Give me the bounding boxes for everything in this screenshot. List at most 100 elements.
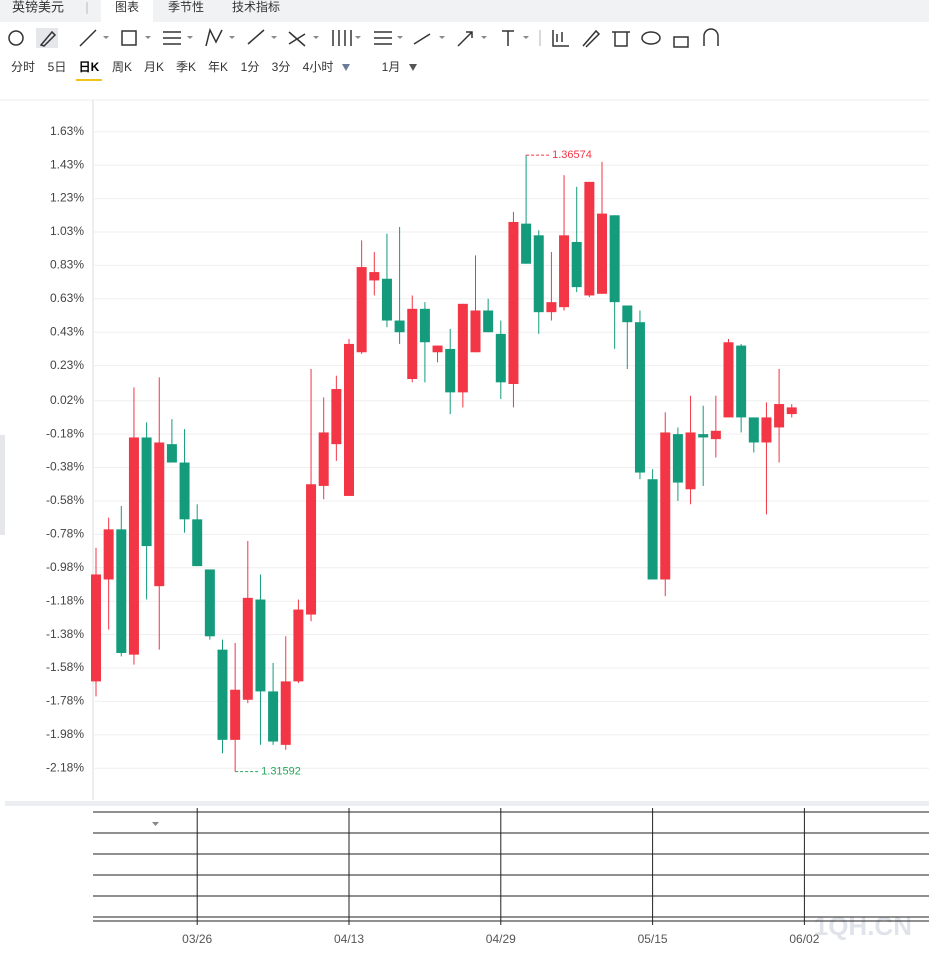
candle-body <box>407 308 418 379</box>
tool-icon[interactable] <box>205 27 223 47</box>
period-button[interactable]: 5日 <box>48 60 67 74</box>
candle-body <box>419 308 430 343</box>
candle-body <box>103 529 114 580</box>
dropdown-arrows <box>103 36 529 39</box>
tab[interactable]: 图表 <box>115 0 139 14</box>
candle-body <box>457 303 468 393</box>
annotation: 1.36574 <box>552 149 592 161</box>
period-button[interactable]: 3分 <box>272 60 291 74</box>
candle-body <box>128 437 139 655</box>
tool-icon[interactable] <box>8 30 24 46</box>
y-tick-label: 0.43% <box>50 324 84 338</box>
tool-icon[interactable] <box>247 29 265 45</box>
tool-icon[interactable] <box>673 36 689 48</box>
y-tick-label: 0.23% <box>50 358 84 372</box>
x-tick-label: 04/13 <box>334 932 364 946</box>
candle-body <box>647 479 658 580</box>
y-tick-label: -1.98% <box>46 727 84 741</box>
candle-body <box>672 434 683 483</box>
tool-icon[interactable] <box>641 31 661 45</box>
active-underline <box>76 79 102 81</box>
tool-icon[interactable] <box>332 30 352 46</box>
period-button[interactable]: 月K <box>144 60 164 74</box>
tool-icon[interactable] <box>79 29 97 47</box>
candle-body <box>597 213 607 294</box>
y-tick-label: 1.03% <box>50 224 84 238</box>
tool-icon[interactable] <box>582 29 601 48</box>
dropdown-arrow <box>342 64 350 71</box>
y-tick-label: -1.18% <box>46 593 84 607</box>
candle-body <box>356 267 367 353</box>
panel-divider <box>5 801 929 806</box>
period-button[interactable]: 周K <box>112 60 132 74</box>
candle-body <box>609 215 620 303</box>
candle-body <box>660 432 671 580</box>
period-button[interactable]: 1分 <box>241 60 260 74</box>
watermark: 1QH.CN <box>814 911 912 941</box>
tool-icon[interactable] <box>374 31 392 45</box>
candle-body <box>369 272 380 281</box>
candle-body <box>432 345 443 353</box>
range-button[interactable]: 1月 <box>382 60 401 74</box>
candle-body <box>584 181 595 296</box>
x-tick-label: 04/29 <box>486 932 516 946</box>
candle-body <box>394 320 405 333</box>
candle-body <box>546 302 557 313</box>
y-tick-label: -0.58% <box>46 493 84 507</box>
side-handle[interactable] <box>0 435 5 535</box>
tool-icon[interactable] <box>502 30 514 46</box>
y-tick-label: -1.78% <box>46 694 84 708</box>
candle-body <box>470 310 481 353</box>
candle-body <box>344 343 354 496</box>
y-tick-label: -0.18% <box>46 426 84 440</box>
period-button[interactable]: 季K <box>176 60 196 74</box>
candle-body <box>710 430 721 440</box>
y-tick-label: -1.58% <box>46 660 84 674</box>
y-tick-label: -2.18% <box>46 760 84 774</box>
candle-body <box>293 609 304 682</box>
tool-icon[interactable] <box>457 31 473 47</box>
y-tick-label: 1.23% <box>50 191 84 205</box>
candle-body <box>634 322 645 473</box>
period-button[interactable]: 4小时 <box>303 60 334 74</box>
y-tick-label: -0.78% <box>46 527 84 541</box>
candle-body <box>761 417 772 443</box>
panel-arrow <box>152 822 159 826</box>
tool-icon[interactable] <box>703 28 719 46</box>
candle-body <box>255 599 266 692</box>
y-tick-label: 1.63% <box>50 124 84 138</box>
candle-body <box>268 691 279 742</box>
candle-body <box>306 484 317 615</box>
period-button[interactable]: 日K <box>79 60 100 74</box>
tool-icon[interactable] <box>163 31 181 45</box>
tool-icon[interactable] <box>121 30 137 46</box>
period-bar: 分时 5日 日K 周K 月K 季K 年K 1分 3分 4小时 1月 <box>11 60 417 81</box>
candle-body <box>533 235 544 313</box>
y-tick-label: 0.63% <box>50 291 84 305</box>
tool-icon[interactable] <box>39 30 57 47</box>
y-tick-label: 0.83% <box>50 258 84 272</box>
tool-icon[interactable] <box>413 33 431 45</box>
candle-body <box>318 432 329 486</box>
candle-body <box>508 221 519 385</box>
candle-body <box>91 574 101 682</box>
period-button[interactable]: 年K <box>208 60 228 74</box>
tool-icon[interactable] <box>288 31 306 47</box>
annotation: 1.31592 <box>261 766 301 778</box>
candle-body <box>331 389 342 445</box>
candle-body <box>381 278 392 321</box>
candle-body <box>521 223 532 264</box>
candle-body <box>192 519 203 567</box>
candle-body <box>622 305 633 323</box>
tab[interactable]: 季节性 <box>168 0 204 14</box>
candle-body <box>774 404 785 428</box>
tool-icon[interactable] <box>552 30 569 47</box>
tab[interactable]: 技术指标 <box>232 0 280 14</box>
period-button[interactable]: 分时 <box>11 60 35 74</box>
candle-body <box>483 310 494 333</box>
candle-body <box>280 681 291 745</box>
tool-icon[interactable] <box>612 31 630 47</box>
x-tick-label: 05/15 <box>638 932 668 946</box>
